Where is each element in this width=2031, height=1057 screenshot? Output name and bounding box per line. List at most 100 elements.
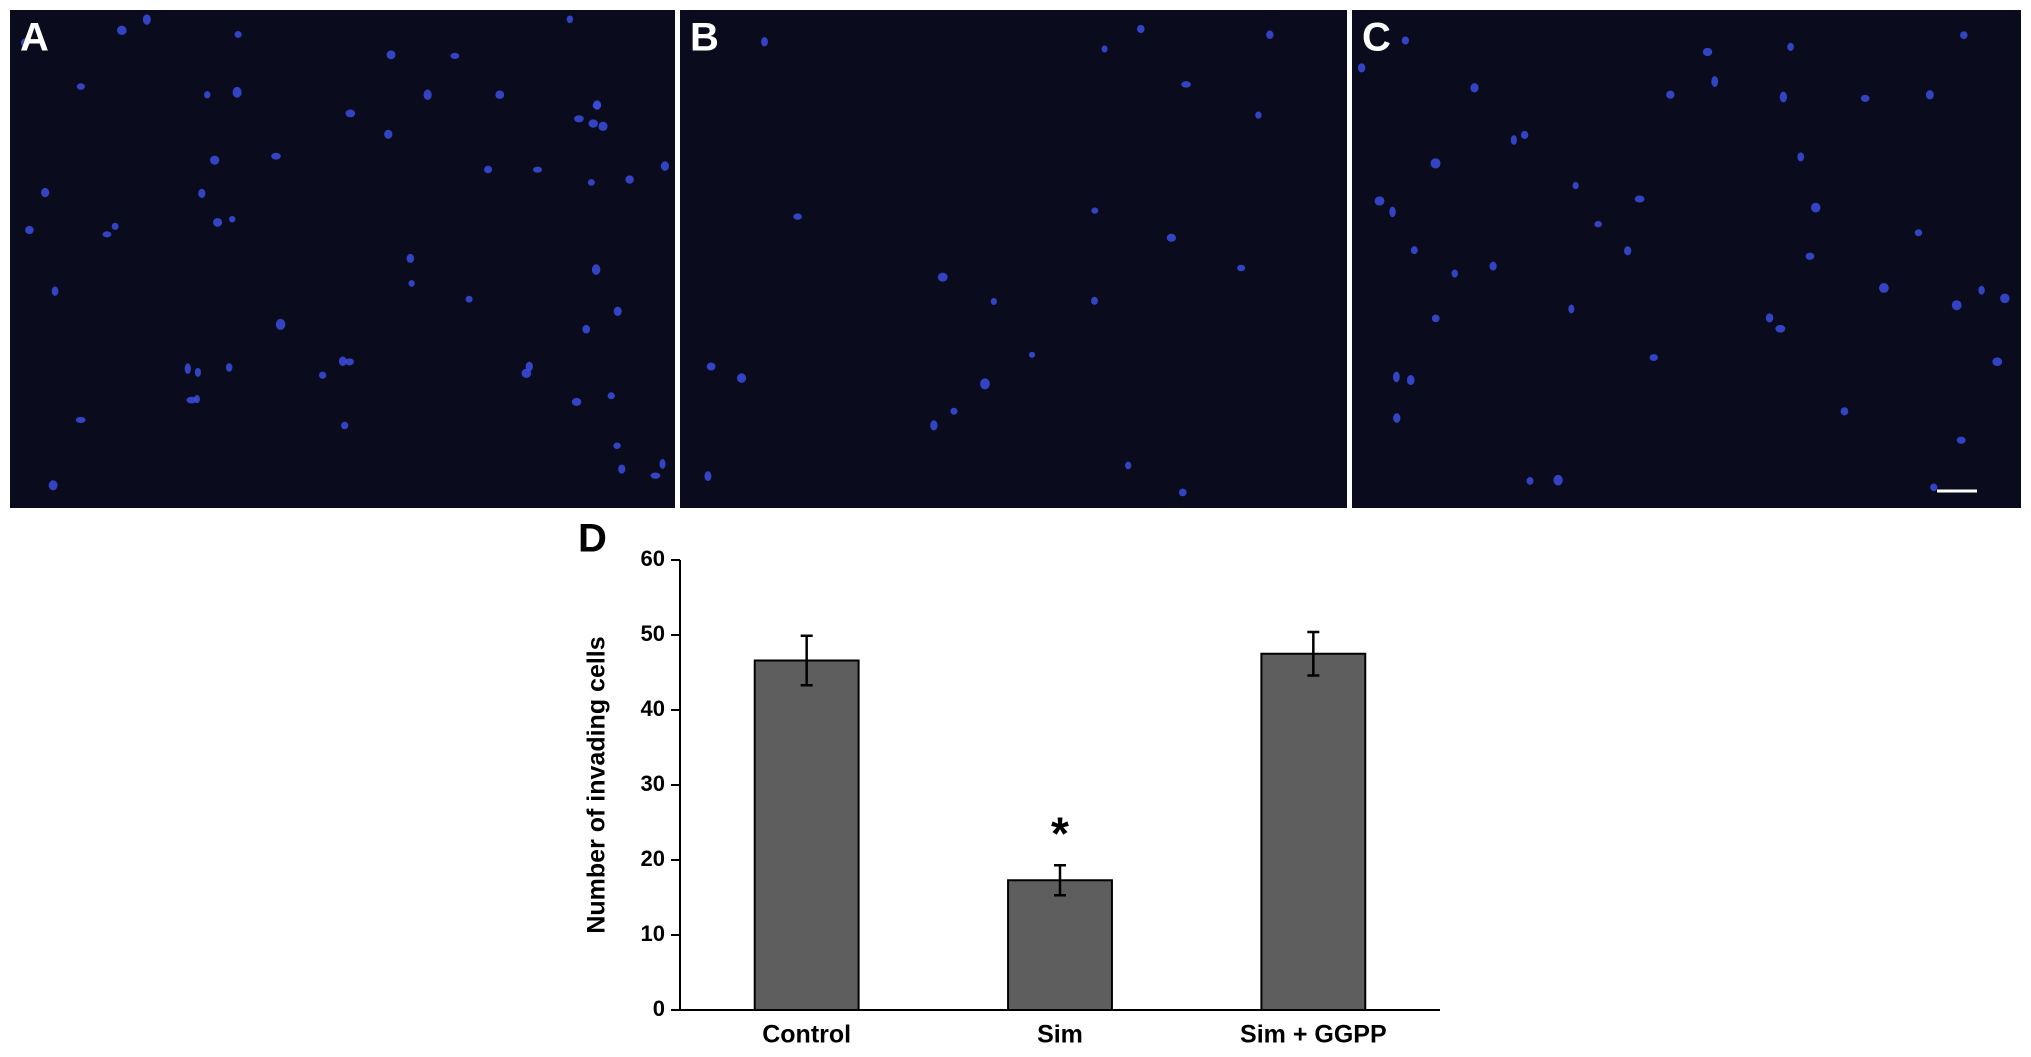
cell: [1634, 195, 1645, 203]
cell: [1805, 252, 1815, 260]
cell: [704, 471, 712, 482]
cell: [533, 166, 542, 173]
y-tick-label: 50: [641, 621, 665, 646]
cell: [111, 222, 119, 230]
cell: [2000, 293, 2010, 304]
cell: [194, 367, 202, 377]
cell: [990, 298, 997, 305]
cell: [659, 459, 666, 469]
bar: [1007, 879, 1113, 1011]
cell: [1572, 181, 1579, 190]
cell: [1526, 476, 1534, 485]
y-tick-label: 0: [653, 996, 665, 1021]
cell: [210, 155, 220, 165]
cell: [1181, 81, 1191, 88]
cell: [117, 25, 127, 35]
cell: [1393, 413, 1401, 423]
cell: [1374, 196, 1385, 206]
panel-label: B: [690, 16, 719, 60]
cell: [142, 14, 151, 25]
cell: [271, 152, 281, 160]
cell: [1178, 488, 1187, 497]
cell: [193, 394, 200, 404]
cell: [793, 213, 802, 220]
cell: [275, 318, 286, 330]
cell: [20, 38, 31, 48]
x-tick-label: Control: [762, 1021, 851, 1049]
cell: [980, 378, 990, 390]
cell: [1860, 94, 1870, 102]
bar: [1260, 652, 1367, 1011]
cell: [1166, 233, 1177, 242]
cell: [1410, 246, 1418, 255]
cell: [1765, 313, 1774, 323]
cell: [1666, 90, 1675, 99]
cell: [525, 361, 533, 372]
cell: [212, 217, 223, 227]
cell: [1711, 76, 1719, 87]
cell: [1389, 206, 1396, 218]
cell: [341, 421, 349, 430]
cell: [650, 472, 661, 479]
cell: [607, 392, 615, 400]
cell: [75, 416, 86, 424]
cell: [186, 396, 197, 404]
cell: [198, 188, 206, 198]
cell: [484, 165, 493, 174]
cell: [1266, 30, 1274, 39]
cell: [184, 363, 191, 374]
cell: [51, 286, 59, 296]
cell: [1357, 63, 1366, 73]
cell: [76, 83, 85, 90]
cell: [384, 129, 393, 139]
cell: [406, 253, 415, 263]
cell: [1255, 111, 1262, 119]
cells: [20, 14, 2010, 497]
cell: [593, 100, 602, 110]
y-tick-label: 20: [641, 846, 665, 871]
bar: [753, 659, 860, 1011]
cell: [1797, 152, 1805, 162]
cell: [232, 86, 242, 98]
cell: [1978, 285, 1985, 295]
micrograph-a: [10, 10, 675, 508]
significance-marker: *: [1051, 807, 1069, 859]
cell: [1101, 45, 1108, 53]
cell: [1489, 261, 1497, 271]
cell: [582, 324, 591, 334]
cell: [102, 231, 112, 238]
cell: [1237, 264, 1246, 272]
cell: [1879, 283, 1889, 293]
cell: [386, 50, 396, 60]
cell: [591, 264, 601, 275]
cell: [319, 371, 327, 379]
cell: [706, 362, 716, 371]
cell: [1787, 42, 1794, 51]
cell: [48, 480, 58, 491]
cell: [345, 358, 354, 366]
cell: [225, 363, 233, 372]
cell: [1702, 47, 1713, 57]
cell: [1406, 375, 1415, 386]
cell: [1930, 483, 1938, 492]
y-axis-label: Number of invading cells: [583, 636, 611, 933]
cell: [1775, 324, 1786, 333]
cell: [234, 31, 242, 38]
cell: [1992, 357, 2003, 366]
cell: [1553, 474, 1563, 486]
cell: [1510, 135, 1517, 145]
cell: [930, 420, 938, 431]
cell: [1568, 304, 1575, 314]
cell: [598, 121, 608, 132]
cell: [1960, 31, 1968, 40]
cell: [566, 15, 574, 24]
cell: [338, 356, 347, 367]
cell: [1914, 229, 1923, 237]
cell: [408, 280, 415, 287]
cell: [587, 179, 595, 186]
cell: [1125, 461, 1132, 470]
cell: [204, 91, 211, 99]
x-tick-label: Sim + GGPP: [1240, 1021, 1387, 1049]
cell: [660, 161, 669, 171]
